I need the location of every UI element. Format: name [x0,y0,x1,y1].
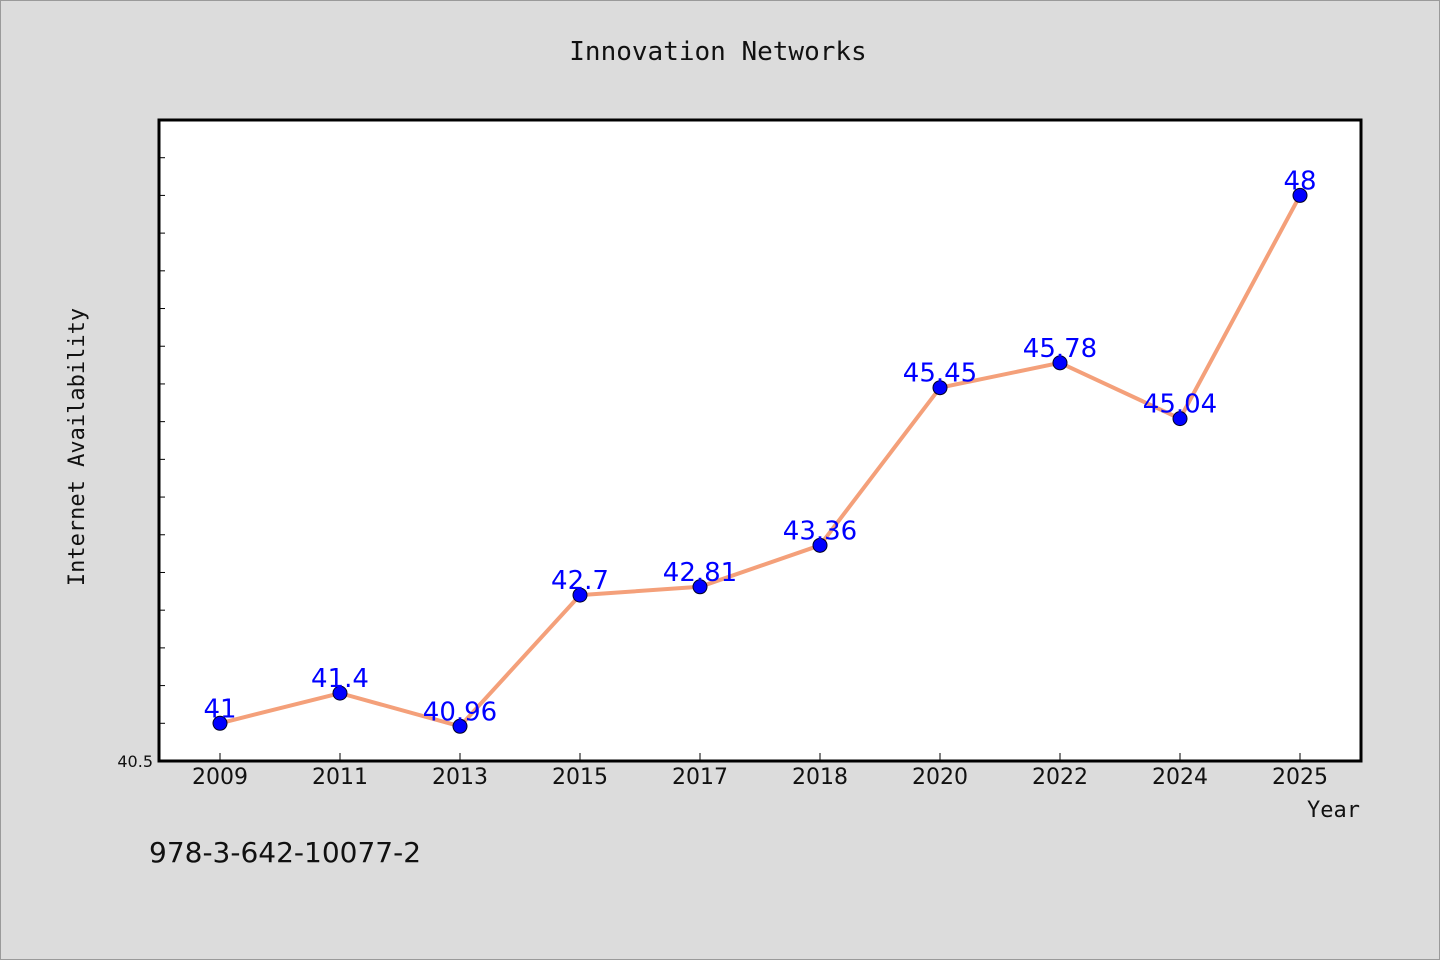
data-point [1292,187,1308,203]
data-point [692,579,708,595]
x-axis-ticks: 2009 2011 2013 2015 2017 2018 2020 2022 2024 2025 [192,753,1328,790]
series-line [219,194,1302,729]
x-tick-label: 2020 [912,765,968,790]
data-label: 40.96 [423,697,497,727]
x-axis-label: Year [1307,798,1360,823]
data-label: 45.04 [1143,390,1217,420]
data-point [332,685,348,701]
plot-area [157,118,1363,763]
data-point [1172,411,1188,427]
data-point [572,587,588,603]
x-tick-label: 2025 [1272,765,1328,790]
x-tick-label: 2011 [312,765,368,790]
data-label: 48 [1283,166,1316,196]
x-tick-label: 2009 [192,765,248,790]
x-tick-label: 2013 [432,765,488,790]
data-label: 42.7 [551,566,609,596]
data-label: 45.45 [903,359,977,389]
data-label: 41.4 [311,664,369,694]
series-markers [212,187,1308,734]
y-axis-ticks: 40.5 [117,119,165,771]
x-tick-label: 2024 [1152,765,1208,790]
data-point [932,380,948,396]
data-point [1052,355,1068,371]
data-label: 41 [203,694,236,724]
data-point [812,537,828,553]
y-tick-label: 40.5 [117,752,153,771]
x-tick-label: 2017 [672,765,728,790]
footnote-isbn: 978-3-642-10077-2 [149,836,421,869]
y-axis-label: Internet Availability [65,308,90,586]
data-label: 42.81 [663,558,737,588]
x-tick-label: 2022 [1032,765,1088,790]
data-labels: 41 41.4 40.96 42.7 42.81 43.36 45.45 45.78 45.04… [203,166,1316,727]
data-label: 43.36 [783,516,857,546]
x-tick-label: 2018 [792,765,848,790]
series-line-group [219,194,1302,729]
data-point [452,718,468,734]
chart-title: Innovation Networks [569,37,866,67]
x-tick-label: 2015 [552,765,608,790]
data-label: 45.78 [1023,334,1097,364]
data-point [212,715,228,731]
